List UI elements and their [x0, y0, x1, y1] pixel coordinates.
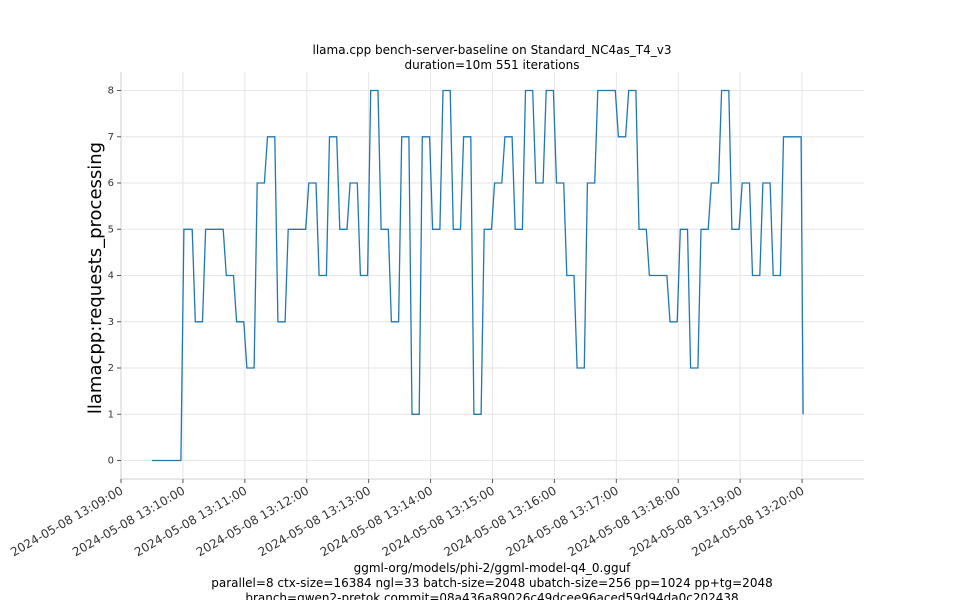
x-tick-label: 2024-05-08 13:17:00 — [503, 483, 620, 559]
chart-title-line-2: duration=10m 551 iterations — [405, 58, 580, 72]
x-tick-label: 2024-05-08 13:20:00 — [689, 483, 806, 559]
y-tick-label: 8 — [108, 86, 114, 97]
x-tick-label: 2024-05-08 13:19:00 — [627, 483, 744, 559]
x-tick-label: 2024-05-08 13:11:00 — [132, 483, 249, 559]
x-tick-label: 2024-05-08 13:15:00 — [380, 483, 497, 559]
x-tick-label: 2024-05-08 13:16:00 — [442, 483, 559, 559]
y-tick-label: 6 — [108, 178, 114, 189]
x-tick-label: 2024-05-08 13:09:00 — [8, 483, 125, 559]
x-axis-label-line-3: branch=qwen2-pretok commit=08a436a89026c… — [245, 591, 738, 600]
x-tick-label: 2024-05-08 13:14:00 — [318, 483, 435, 559]
y-tick-label: 1 — [108, 409, 114, 420]
y-tick-label: 4 — [108, 271, 114, 282]
grid — [120, 72, 864, 479]
y-axis-label: llamacpp:requests_processing — [85, 142, 106, 414]
y-tick-label: 2 — [108, 363, 114, 374]
x-tick-label: 2024-05-08 13:10:00 — [70, 483, 187, 559]
chart-title-line-1: llama.cpp bench-server-baseline on Stand… — [313, 43, 672, 57]
x-axis-label-line-2: parallel=8 ctx-size=16384 ngl=33 batch-s… — [211, 576, 772, 590]
y-tick-label: 3 — [108, 317, 114, 328]
y-axis: 0 1 2 3 4 5 6 7 8 — [108, 86, 121, 467]
y-tick-label: 5 — [108, 224, 114, 235]
x-tick-label: 2024-05-08 13:12:00 — [194, 483, 311, 559]
y-tick-label: 0 — [108, 456, 114, 467]
x-tick-label: 2024-05-08 13:18:00 — [565, 483, 682, 559]
series-line — [152, 89, 804, 462]
grid-y — [121, 90, 864, 461]
x-tick-label: 2024-05-08 13:13:00 — [256, 483, 373, 559]
x-axis-label-line-1: ggml-org/models/phi-2/ggml-model-q4_0.gg… — [354, 561, 632, 575]
y-tick-label: 7 — [108, 132, 114, 143]
